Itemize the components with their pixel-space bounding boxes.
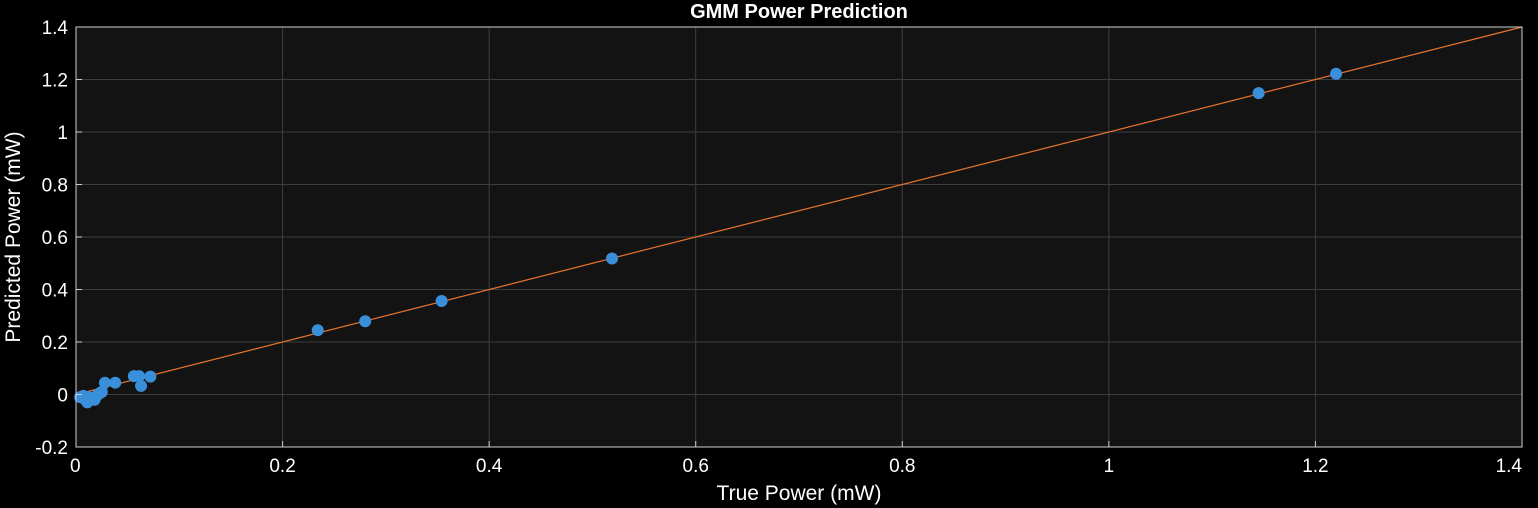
- y-tick-label: 0.4: [42, 281, 69, 302]
- data-point: [1330, 67, 1343, 80]
- y-tick-label: 0.6: [42, 228, 68, 249]
- chart-title: GMM Power Prediction: [690, 1, 908, 23]
- y-tick-label: 1.2: [42, 71, 68, 92]
- x-tick-label: 1.2: [1302, 456, 1328, 477]
- x-tick-label: 0.2: [269, 456, 295, 477]
- data-point: [359, 315, 372, 328]
- data-point: [135, 379, 148, 392]
- y-tick-label: 0.8: [42, 176, 68, 197]
- data-point: [109, 376, 122, 389]
- y-tick-label: 1: [57, 123, 68, 144]
- data-point: [95, 385, 108, 398]
- x-axis-label: True Power (mW): [717, 482, 882, 505]
- x-tick-label: 0.8: [889, 456, 915, 477]
- x-tick-label: 0.6: [683, 456, 709, 477]
- x-tick-label: 0.4: [476, 456, 503, 477]
- data-point: [606, 252, 619, 265]
- y-tick-label: 0: [57, 386, 68, 407]
- y-tick-label: -0.2: [35, 438, 68, 459]
- data-point: [435, 295, 448, 308]
- data-point: [144, 370, 157, 383]
- data-point: [133, 370, 146, 383]
- plot-frame: [75, 26, 1523, 448]
- x-tick-label: 1: [1104, 456, 1115, 477]
- data-point: [1252, 87, 1265, 100]
- y-axis-label: Predicted Power (mW): [2, 131, 25, 342]
- y-tick-label: 0.2: [42, 333, 68, 354]
- data-point: [98, 376, 111, 389]
- y-axis-ticks: -0.2 0 0.2 0.4 0.6 0.8 1 1.2 1.4: [35, 18, 82, 459]
- x-axis-ticks: 0 0.2 0.4 0.6 0.8 1 1.2 1.4: [70, 441, 1523, 477]
- y-tick-label: 1.4: [42, 18, 69, 39]
- data-point: [311, 324, 324, 337]
- x-tick-label: 1.4: [1496, 456, 1523, 477]
- x-tick-label: 0: [70, 456, 81, 477]
